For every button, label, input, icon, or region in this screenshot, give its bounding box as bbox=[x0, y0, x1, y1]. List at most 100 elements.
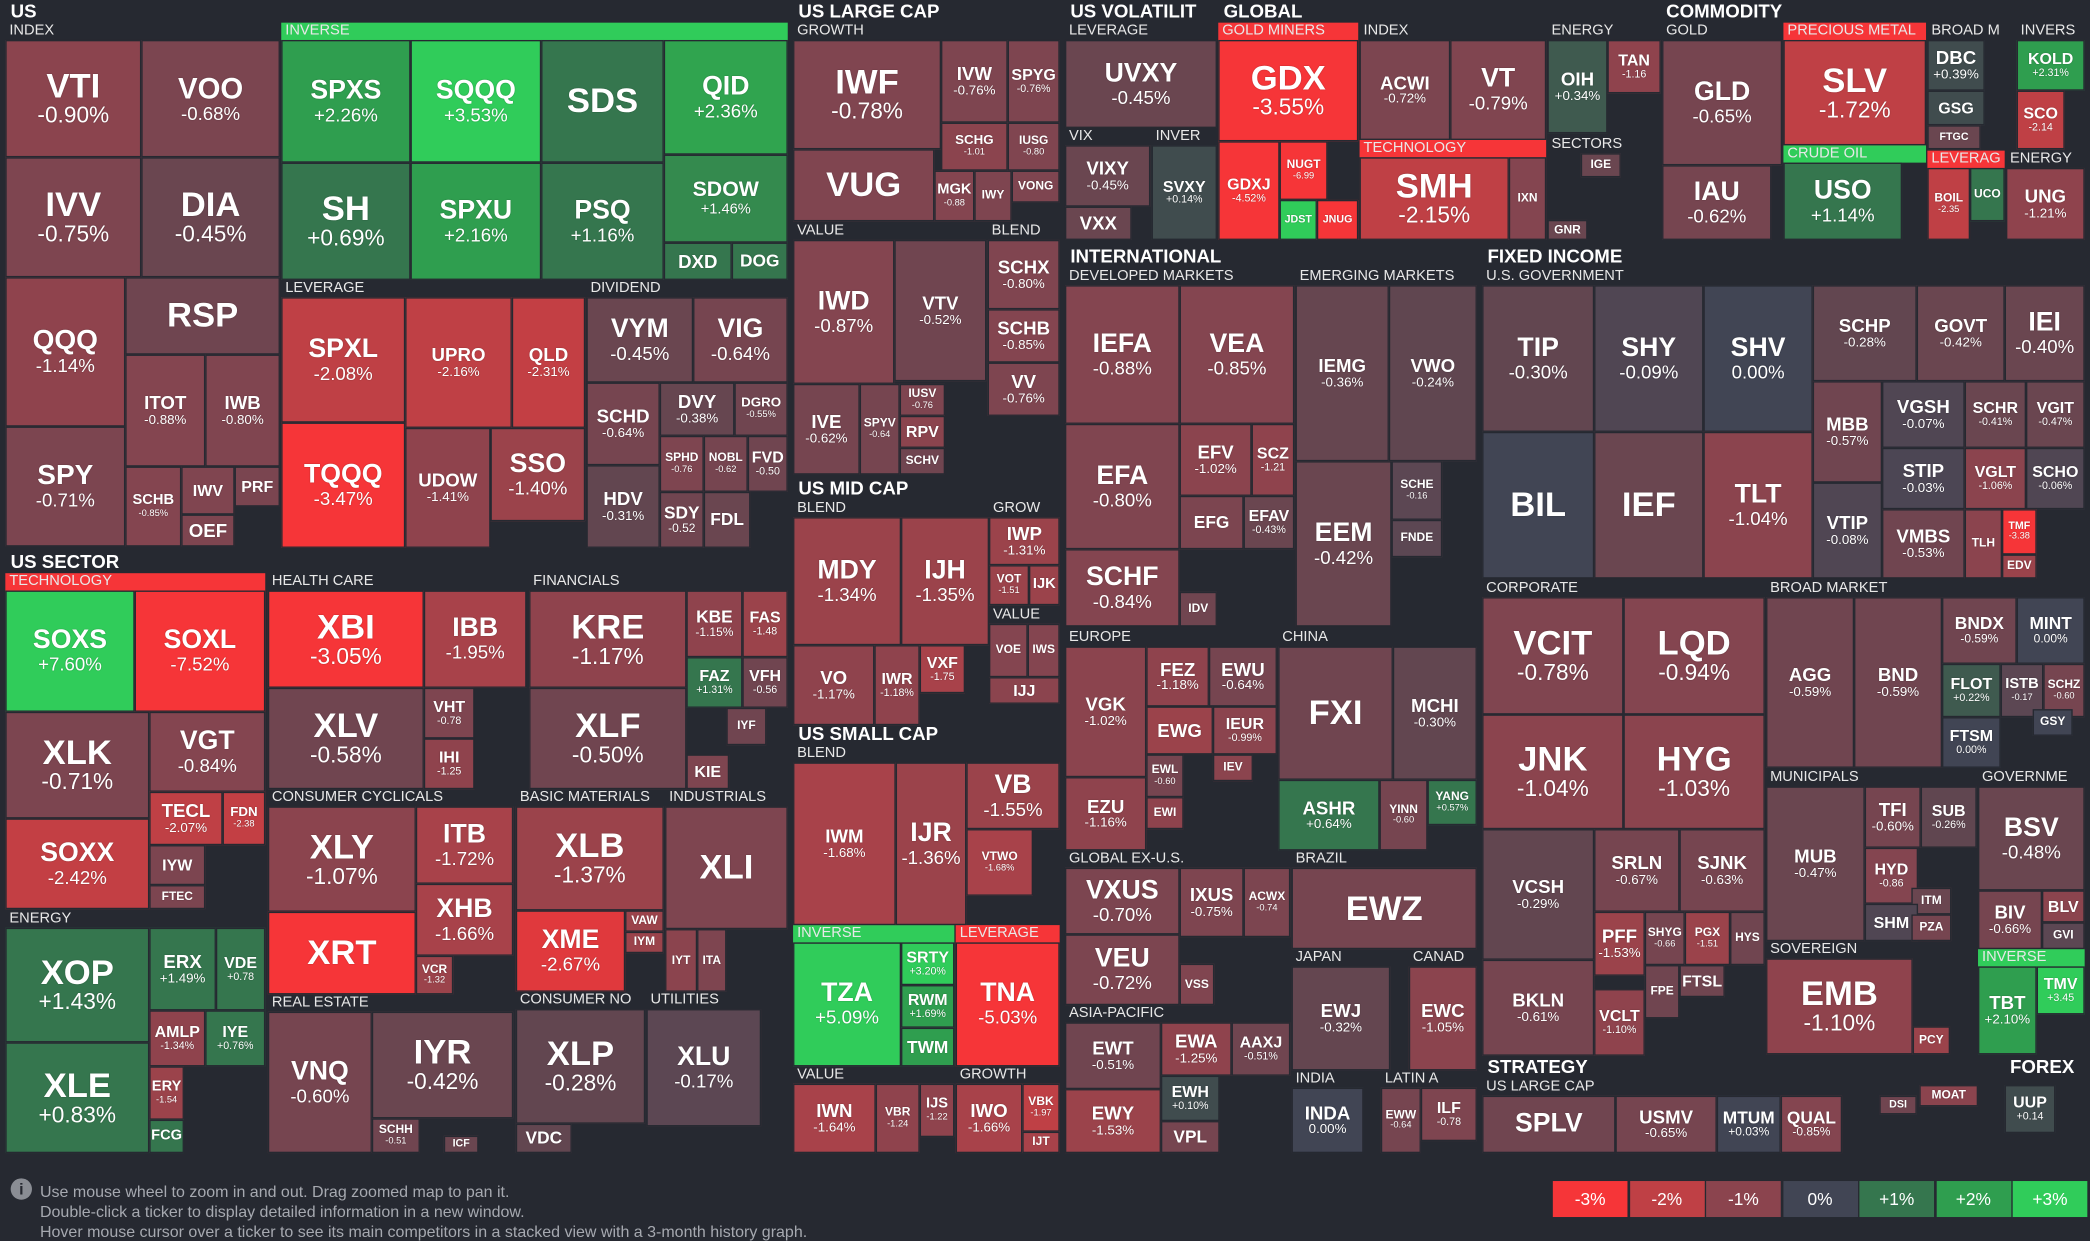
ticker-tile[interactable]: VTV -0.52% bbox=[894, 239, 987, 382]
ticker-tile[interactable]: VFH -0.56 bbox=[742, 657, 788, 708]
ticker-tile[interactable]: VBK -1.97 bbox=[1022, 1083, 1060, 1132]
ticker-tile[interactable]: OIH +0.34% bbox=[1547, 39, 1608, 134]
ticker-tile[interactable]: IXUS -0.75% bbox=[1179, 867, 1244, 938]
ticker-tile[interactable]: SPY -0.71% bbox=[5, 426, 126, 547]
ticker-tile[interactable]: ITOT -0.88% bbox=[125, 354, 206, 467]
ticker-tile[interactable]: SCHE -0.16 bbox=[1391, 461, 1443, 520]
ticker-tile[interactable]: VGT -0.84% bbox=[149, 711, 266, 792]
ticker-tile[interactable]: SVXY +0.14% bbox=[1151, 145, 1217, 240]
ticker-tile[interactable]: SCHB -0.85% bbox=[987, 309, 1060, 363]
ticker-tile[interactable]: UNG -1.21% bbox=[2006, 167, 2085, 240]
ticker-tile[interactable]: TAN -1.16 bbox=[1607, 39, 1661, 94]
ticker-tile[interactable]: IJT bbox=[1022, 1131, 1060, 1154]
ticker-tile[interactable]: IJR -1.36% bbox=[895, 762, 967, 926]
ticker-tile[interactable]: RPV bbox=[899, 415, 946, 448]
ticker-tile[interactable]: VXF -1.75 bbox=[919, 645, 966, 694]
ticker-tile[interactable]: FPE bbox=[1644, 965, 1680, 1019]
ticker-tile[interactable]: GVI bbox=[2042, 922, 2085, 950]
ticker-tile[interactable]: XLF -0.50% bbox=[529, 687, 687, 790]
ticker-tile[interactable]: SRLN -0.67% bbox=[1594, 829, 1680, 912]
ticker-tile[interactable]: HYG -1.03% bbox=[1623, 714, 1765, 830]
ticker-tile[interactable]: BLV bbox=[2042, 890, 2085, 923]
ticker-tile[interactable]: EWJ -0.32% bbox=[1291, 966, 1391, 1071]
ticker-tile[interactable]: IVW -0.76% bbox=[941, 39, 1008, 123]
ticker-tile[interactable]: TMF -3.38 bbox=[2002, 509, 2037, 555]
ticker-tile[interactable]: XOP +1.43% bbox=[5, 927, 150, 1043]
ticker-tile[interactable]: IUSG -0.80 bbox=[1007, 122, 1060, 171]
ticker-tile[interactable]: RSP bbox=[125, 277, 280, 355]
ticker-tile[interactable]: ERY -1.54 bbox=[149, 1066, 184, 1120]
ticker-tile[interactable]: VEA -0.85% bbox=[1179, 285, 1295, 424]
ticker-tile[interactable]: ITB -1.72% bbox=[415, 806, 514, 884]
ticker-tile[interactable]: ILF -0.78 bbox=[1420, 1087, 1477, 1142]
ticker-tile[interactable]: EDV bbox=[2002, 554, 2037, 579]
ticker-tile[interactable]: SDOW +1.46% bbox=[663, 154, 788, 243]
ticker-tile[interactable]: FTGC bbox=[1927, 125, 1981, 150]
ticker-tile[interactable]: FCG bbox=[149, 1119, 184, 1154]
ticker-tile[interactable]: IWO -1.66% bbox=[955, 1083, 1023, 1154]
ticker-tile[interactable]: IEMG -0.36% bbox=[1295, 285, 1389, 462]
ticker-tile[interactable]: DGRO -0.55% bbox=[734, 382, 788, 436]
ticker-tile[interactable]: XLB -1.37% bbox=[515, 806, 664, 911]
ticker-tile[interactable]: VTIP -0.08% bbox=[1812, 482, 1883, 579]
ticker-tile[interactable]: VT -0.79% bbox=[1450, 39, 1547, 140]
ticker-tile[interactable]: SCHZ -0.60 bbox=[2043, 663, 2085, 718]
ticker-tile[interactable]: VONG bbox=[1011, 170, 1060, 203]
ticker-tile[interactable]: MBB -0.57% bbox=[1812, 381, 1883, 483]
ticker-tile[interactable]: EFV -1.02% bbox=[1179, 423, 1252, 496]
ticker-tile[interactable]: USO +1.14% bbox=[1783, 162, 1903, 240]
ticker-tile[interactable]: SSO -1.40% bbox=[490, 427, 586, 522]
ticker-tile[interactable]: PCY bbox=[1912, 1026, 1951, 1055]
ticker-tile[interactable]: VPL bbox=[1160, 1121, 1220, 1154]
ticker-tile[interactable]: JDST bbox=[1279, 199, 1317, 240]
ticker-tile[interactable]: PFF -1.53% bbox=[1594, 911, 1645, 976]
ticker-tile[interactable]: XLP -0.28% bbox=[515, 1009, 646, 1124]
ticker-tile[interactable]: XLK -0.71% bbox=[5, 711, 150, 819]
ticker-tile[interactable]: IYM bbox=[625, 931, 664, 954]
ticker-tile[interactable]: EWY -1.53% bbox=[1064, 1089, 1161, 1154]
ticker-tile[interactable]: XLE +0.83% bbox=[5, 1042, 150, 1154]
ticker-tile[interactable]: SMH -2.15% bbox=[1359, 157, 1509, 240]
ticker-tile[interactable]: GSG bbox=[1927, 90, 1985, 126]
ticker-tile[interactable]: UVXY -0.45% bbox=[1064, 39, 1217, 128]
ticker-tile[interactable]: MOAT bbox=[1919, 1085, 1979, 1107]
ticker-tile[interactable]: EWI bbox=[1146, 797, 1184, 830]
ticker-tile[interactable]: GNR bbox=[1547, 219, 1588, 240]
ticker-tile[interactable]: KOLD +2.31% bbox=[2016, 39, 2085, 91]
ticker-tile[interactable]: MGK -0.88 bbox=[934, 170, 975, 222]
ticker-tile[interactable]: IVE -0.62% bbox=[793, 383, 860, 475]
ticker-tile[interactable]: BND -0.59% bbox=[1854, 597, 1943, 768]
ticker-tile[interactable]: BOIL -2.35 bbox=[1927, 167, 1971, 240]
ticker-tile[interactable]: EFA -0.80% bbox=[1064, 423, 1180, 550]
ticker-tile[interactable]: VOO -0.68% bbox=[141, 39, 280, 158]
ticker-tile[interactable]: DOG bbox=[731, 242, 788, 280]
ticker-tile[interactable]: UUP +0.14 bbox=[2004, 1085, 2056, 1134]
ticker-tile[interactable]: EFAV -0.43% bbox=[1243, 495, 1295, 550]
ticker-tile[interactable]: HDV -0.31% bbox=[586, 465, 660, 548]
ticker-tile[interactable]: JNK -1.04% bbox=[1482, 714, 1624, 830]
ticker-tile[interactable]: SPYV -0.64 bbox=[859, 383, 900, 475]
ticker-tile[interactable]: SCHR -0.41% bbox=[1964, 381, 2027, 448]
ticker-tile[interactable]: UCO bbox=[1970, 167, 2005, 222]
ticker-tile[interactable]: FTSM 0.00% bbox=[1942, 717, 2001, 768]
ticker-tile[interactable]: YANG +0.57% bbox=[1427, 779, 1477, 826]
ticker-tile[interactable]: VDC bbox=[515, 1123, 572, 1154]
ticker-tile[interactable]: IYT bbox=[665, 929, 698, 992]
ticker-tile[interactable]: IWF -0.78% bbox=[793, 39, 942, 150]
ticker-tile[interactable]: SCHF -0.84% bbox=[1064, 549, 1180, 627]
ticker-tile[interactable]: TQQQ -3.47% bbox=[281, 422, 406, 548]
ticker-tile[interactable]: BNDX -0.59% bbox=[1942, 597, 2017, 664]
ticker-tile[interactable]: QLD -2.31% bbox=[511, 297, 586, 428]
ticker-tile[interactable]: FEZ -1.18% bbox=[1146, 646, 1209, 707]
ticker-tile[interactable]: SCHP -0.28% bbox=[1812, 285, 1917, 382]
ticker-tile[interactable]: EFG bbox=[1179, 495, 1244, 550]
ticker-tile[interactable]: VGK -1.02% bbox=[1064, 646, 1147, 778]
ticker-tile[interactable]: MDY -1.34% bbox=[793, 517, 902, 646]
ticker-tile[interactable]: VXUS -0.70% bbox=[1064, 867, 1180, 935]
ticker-tile[interactable]: DBC +0.39% bbox=[1927, 39, 1985, 91]
ticker-tile[interactable]: SPXL -2.08% bbox=[281, 297, 406, 423]
ticker-tile[interactable]: EWL -0.60 bbox=[1146, 754, 1184, 798]
ticker-tile[interactable]: SOXS +7.60% bbox=[5, 590, 135, 712]
ticker-tile[interactable]: IHI -1.25 bbox=[423, 738, 475, 790]
